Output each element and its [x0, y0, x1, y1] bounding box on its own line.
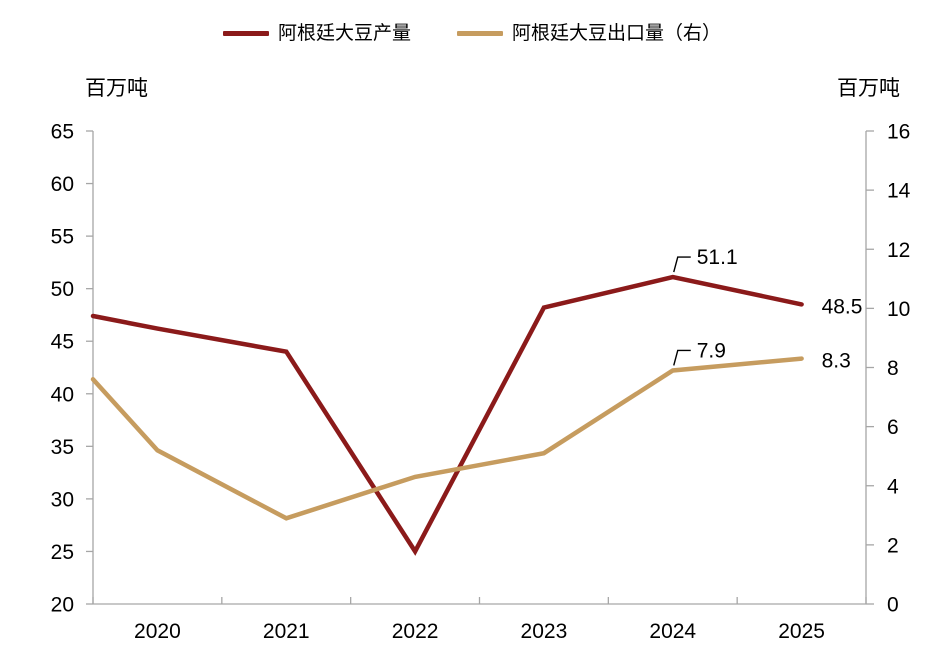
- exports-line-swatch: [457, 31, 503, 36]
- left-axis-tick-label: 55: [51, 226, 74, 249]
- legend-item-production: 阿根廷大豆产量: [222, 23, 411, 44]
- legend-label-exports: 阿根廷大豆出口量（右）: [512, 23, 722, 44]
- label-leader-line: [673, 256, 691, 273]
- right-axis: 0 2 4 6 8 10 12 14 16: [865, 121, 911, 617]
- x-axis-year-label: 2024: [649, 620, 696, 643]
- left-axis-title: 百万吨: [85, 77, 148, 100]
- right-axis-tick-label: 12: [887, 239, 910, 262]
- right-axis-title: 百万吨: [837, 77, 900, 100]
- right-axis-tick-label: 2: [887, 534, 899, 557]
- series-lines: [90, 274, 804, 556]
- left-axis-tick-label: 60: [51, 173, 74, 196]
- right-axis-tick-label: 8: [887, 357, 899, 380]
- right-axis-tick-label: 6: [887, 416, 899, 439]
- exports-line: [90, 356, 804, 521]
- production-line-swatch: [222, 31, 269, 36]
- right-axis-tick-label: 10: [887, 298, 910, 321]
- legend: 阿根廷大豆产量 阿根廷大豆出口量（右）: [0, 24, 944, 43]
- x-axis-year-label: 2022: [392, 620, 439, 643]
- data-label: 7.9: [697, 339, 726, 362]
- right-axis-tick-label: 16: [887, 121, 910, 144]
- production-line: [90, 274, 804, 556]
- legend-label-production: 阿根廷大豆产量: [277, 23, 411, 44]
- x-axis-year-label: 2025: [778, 620, 825, 643]
- data-label: 8.3: [822, 350, 851, 373]
- left-axis-tick-label: 20: [51, 594, 74, 617]
- left-axis-tick-label: 25: [51, 541, 74, 564]
- label-leader-line: [673, 349, 691, 366]
- left-axis-tick-label: 65: [51, 121, 74, 144]
- left-axis: 20 25 30 35 40 45 50 55 60 65: [51, 121, 94, 617]
- x-axis: 2020 2021 2022 2023 2024 2025: [92, 597, 867, 643]
- x-axis-year-label: 2023: [521, 620, 568, 643]
- x-axis-year-label: 2021: [263, 620, 310, 643]
- data-labels: 51.1 48.5 7.9 8.3: [673, 246, 863, 373]
- left-axis-tick-label: 40: [51, 383, 74, 406]
- data-label: 48.5: [822, 295, 863, 318]
- legend-item-exports: 阿根廷大豆出口量（右）: [457, 24, 721, 43]
- right-axis-tick-label: 0: [887, 594, 899, 617]
- left-axis-tick-label: 35: [51, 436, 74, 459]
- data-label: 51.1: [697, 246, 738, 269]
- right-axis-tick-label: 4: [887, 475, 899, 498]
- left-axis-tick-label: 45: [51, 331, 74, 354]
- right-axis-tick-label: 14: [887, 180, 911, 203]
- left-axis-tick-label: 30: [51, 488, 74, 511]
- x-axis-year-label: 2020: [134, 620, 181, 643]
- left-axis-tick-label: 50: [51, 278, 74, 301]
